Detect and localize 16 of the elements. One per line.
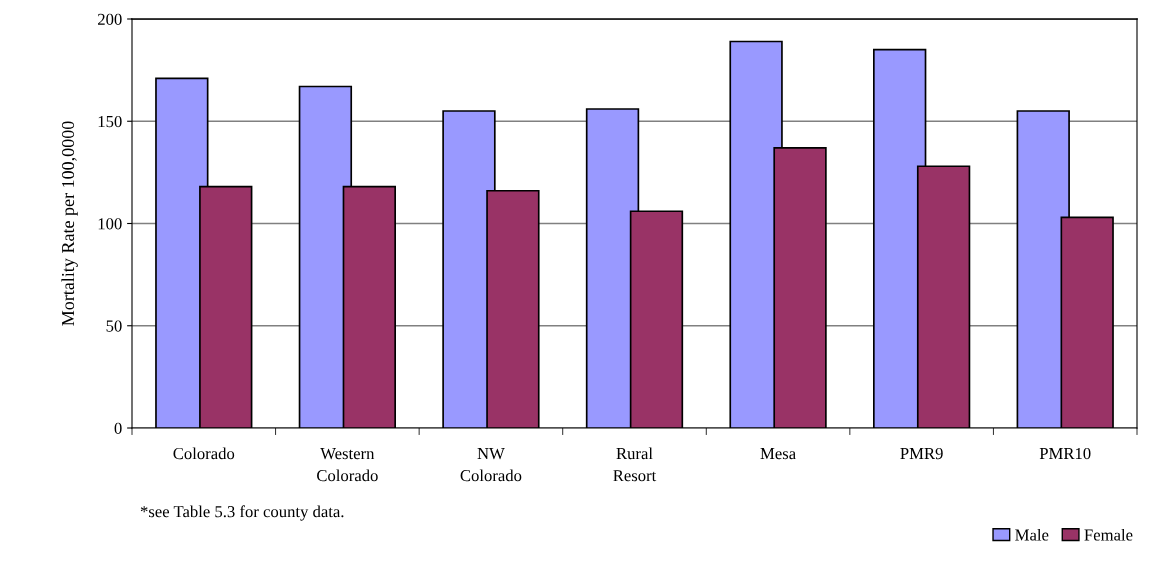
y-axis-title: Mortality Rate per 100,0000 bbox=[61, 121, 78, 326]
legend-label: Female bbox=[1084, 528, 1133, 541]
x-tick-label: Mesa bbox=[760, 448, 796, 460]
y-tick-label: 0 bbox=[114, 422, 122, 434]
x-tick-label: PMR9 bbox=[900, 447, 943, 460]
x-tick-label: Western Colorado bbox=[317, 448, 378, 482]
y-tick-label: 150 bbox=[98, 115, 122, 128]
x-tick-label: Colorado bbox=[173, 447, 235, 460]
y-tick-label: 100 bbox=[98, 218, 122, 230]
x-tick-label: NW Colorado bbox=[460, 448, 522, 482]
text: *see Table 5.3 for county data. bbox=[140, 505, 344, 521]
y-tick-label: 200 bbox=[98, 13, 122, 25]
x-tick-label: PMR10 bbox=[1039, 447, 1091, 460]
x-tick-label: Rural Resort bbox=[613, 447, 657, 482]
y-tick-label: 50 bbox=[106, 320, 122, 332]
legend-label: Male bbox=[1015, 528, 1049, 541]
